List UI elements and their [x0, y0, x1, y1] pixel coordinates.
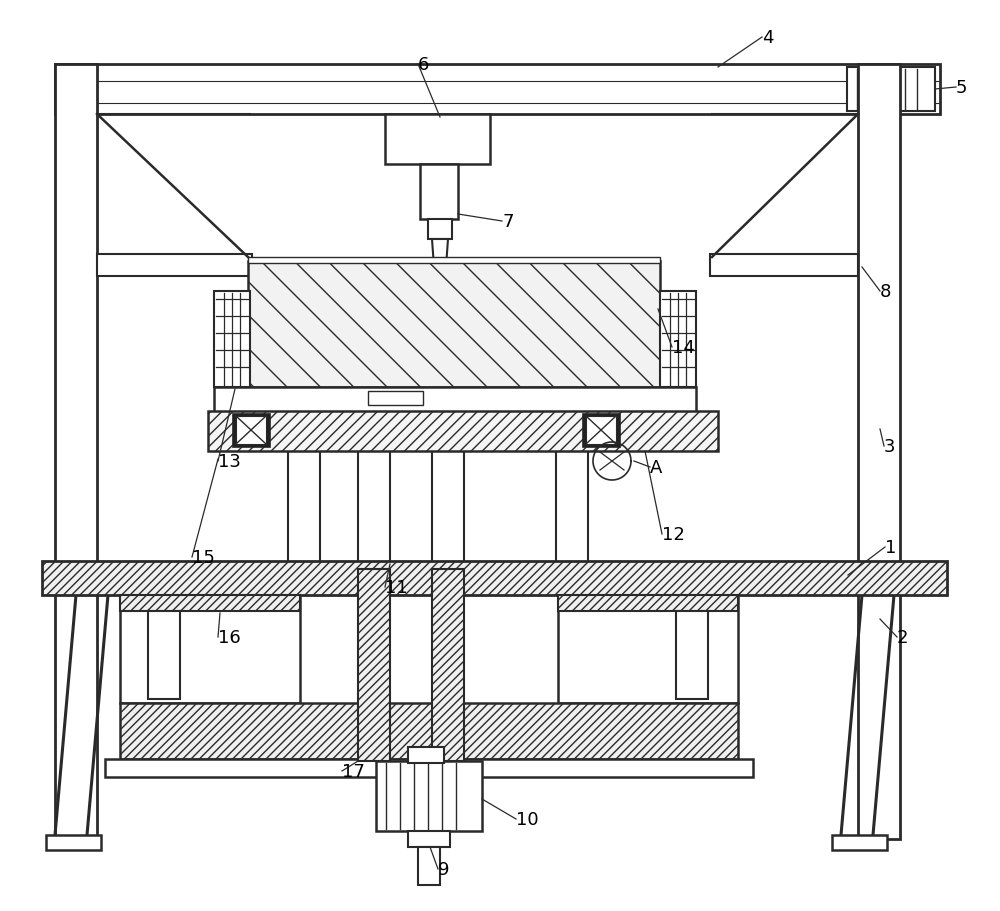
Text: 3: 3 [884, 437, 896, 456]
Text: 10: 10 [516, 810, 539, 828]
Bar [288, 452, 320, 569]
Bar [120, 596, 300, 703]
Bar [385, 115, 490, 165]
Text: 11: 11 [385, 578, 408, 597]
Bar [582, 414, 620, 447]
Bar [214, 292, 250, 387]
Bar [420, 165, 458, 220]
Bar [214, 387, 696, 413]
Text: 17: 17 [342, 763, 365, 780]
Text: 5: 5 [956, 79, 968, 97]
Bar [236, 416, 266, 445]
Bar [105, 759, 753, 777]
Bar [432, 452, 464, 569]
Bar [558, 596, 738, 703]
Text: 4: 4 [762, 29, 774, 47]
Bar [408, 831, 450, 847]
Bar [55, 65, 97, 839]
Bar [710, 255, 858, 277]
Bar [46, 835, 101, 850]
Bar [208, 412, 718, 452]
Bar [120, 596, 300, 611]
Text: 7: 7 [502, 213, 514, 230]
Text: 16: 16 [218, 629, 241, 646]
Text: 1: 1 [885, 538, 896, 557]
Bar [358, 569, 390, 762]
Text: 9: 9 [438, 860, 450, 878]
Bar [358, 452, 390, 569]
Bar [120, 703, 738, 759]
Text: 14: 14 [672, 339, 695, 356]
Bar [432, 569, 464, 762]
Bar [248, 261, 660, 387]
Text: 15: 15 [192, 548, 215, 567]
Text: 12: 12 [662, 526, 685, 543]
Bar [586, 416, 616, 445]
Bar [418, 847, 440, 885]
Bar [97, 255, 252, 277]
Text: 13: 13 [218, 453, 241, 470]
Bar [858, 65, 900, 839]
Bar [558, 596, 738, 611]
Bar [832, 835, 887, 850]
Bar [847, 68, 935, 112]
Bar [376, 762, 482, 831]
Bar [676, 611, 708, 700]
Bar [232, 414, 270, 447]
Text: 2: 2 [897, 629, 908, 646]
Bar [148, 611, 180, 700]
Text: A: A [650, 458, 662, 476]
Bar [42, 561, 947, 596]
Polygon shape [432, 240, 448, 268]
Text: 6: 6 [418, 56, 429, 74]
Text: 8: 8 [880, 282, 891, 301]
Bar [55, 65, 940, 115]
Bar [428, 220, 452, 240]
Bar [368, 392, 423, 405]
Bar [556, 452, 588, 569]
Bar [248, 258, 660, 263]
Bar [408, 747, 444, 763]
Bar [660, 292, 696, 387]
